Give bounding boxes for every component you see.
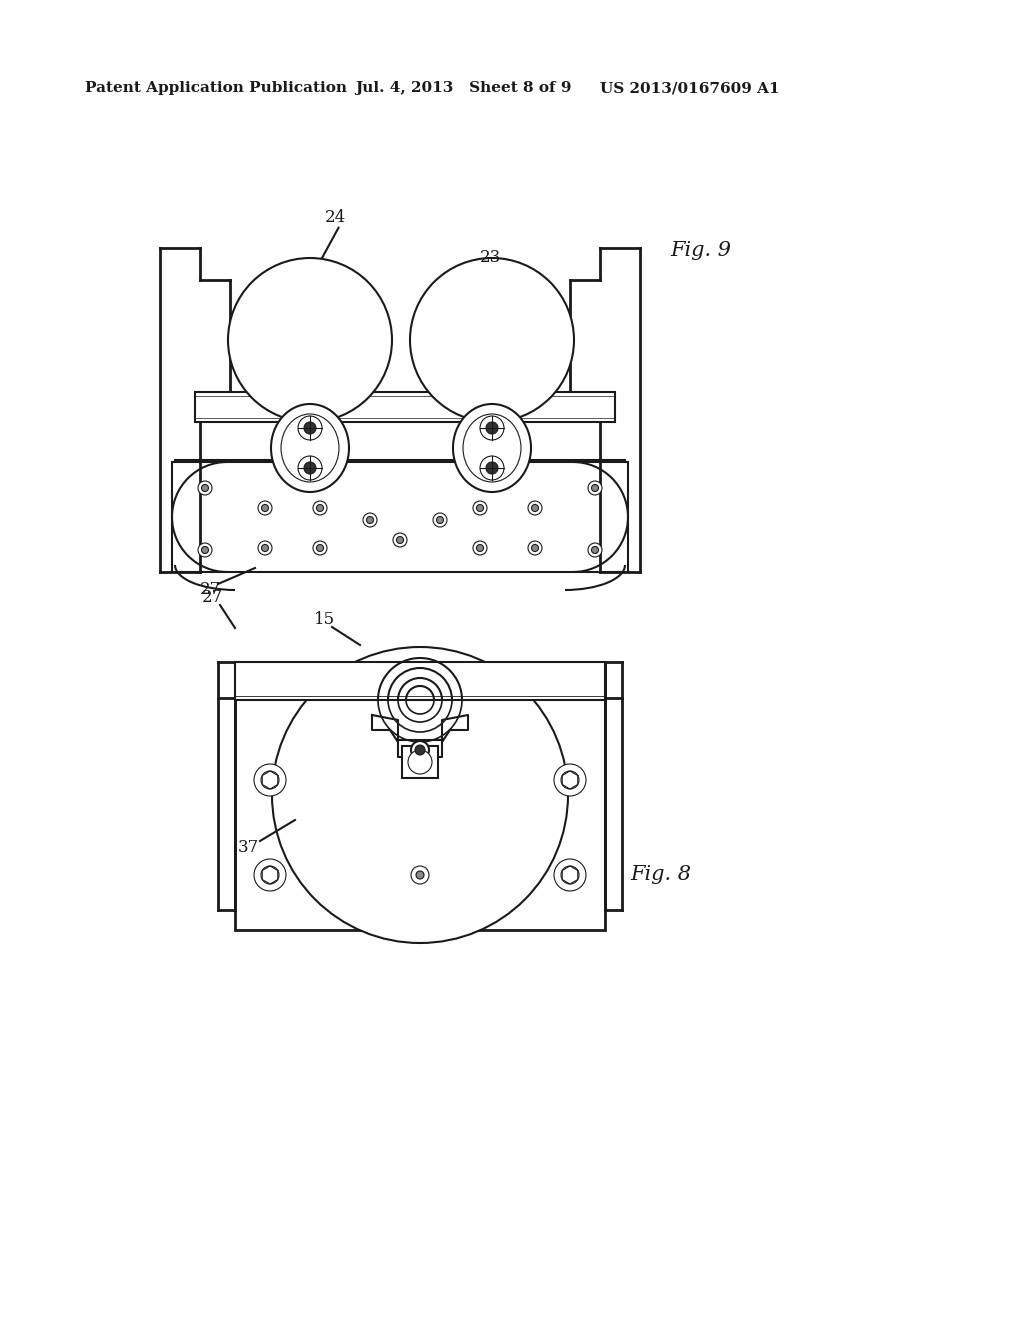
Text: 37: 37: [238, 840, 259, 857]
Text: Fig. 9: Fig. 9: [670, 240, 731, 260]
Ellipse shape: [271, 404, 349, 492]
Circle shape: [304, 462, 316, 474]
Circle shape: [554, 764, 586, 796]
Circle shape: [531, 504, 539, 511]
Circle shape: [261, 866, 279, 884]
Circle shape: [473, 502, 487, 515]
Circle shape: [396, 536, 403, 544]
Circle shape: [254, 859, 286, 891]
Circle shape: [304, 422, 316, 434]
Circle shape: [476, 504, 483, 511]
Circle shape: [410, 257, 574, 422]
Circle shape: [258, 502, 272, 515]
Circle shape: [561, 771, 579, 789]
Ellipse shape: [463, 414, 521, 482]
Circle shape: [436, 516, 443, 524]
Circle shape: [258, 541, 272, 554]
Circle shape: [486, 422, 498, 434]
Text: US 2013/0167609 A1: US 2013/0167609 A1: [600, 81, 779, 95]
Circle shape: [313, 541, 327, 554]
Text: 27: 27: [202, 590, 222, 606]
Circle shape: [298, 416, 322, 440]
Circle shape: [228, 257, 392, 422]
Circle shape: [202, 484, 209, 491]
Circle shape: [261, 771, 279, 789]
Text: 24: 24: [325, 210, 346, 227]
Circle shape: [313, 502, 327, 515]
Circle shape: [588, 543, 602, 557]
Circle shape: [198, 480, 212, 495]
Circle shape: [416, 871, 424, 879]
Text: Jul. 4, 2013   Sheet 8 of 9: Jul. 4, 2013 Sheet 8 of 9: [355, 81, 571, 95]
Circle shape: [362, 513, 377, 527]
Bar: [402, 746, 438, 777]
Circle shape: [473, 541, 487, 554]
Circle shape: [254, 764, 286, 796]
Ellipse shape: [453, 404, 531, 492]
Circle shape: [592, 546, 598, 553]
Text: 27: 27: [200, 582, 220, 598]
Bar: [175, 459, 625, 570]
Circle shape: [528, 502, 542, 515]
Circle shape: [316, 544, 324, 552]
Circle shape: [202, 546, 209, 553]
Circle shape: [592, 484, 598, 491]
Circle shape: [261, 504, 268, 511]
Circle shape: [588, 480, 602, 495]
Circle shape: [272, 647, 568, 942]
Circle shape: [408, 750, 432, 774]
Bar: [195, 392, 615, 422]
Circle shape: [480, 416, 504, 440]
Bar: [234, 663, 605, 700]
Circle shape: [316, 504, 324, 511]
Circle shape: [261, 544, 268, 552]
Circle shape: [415, 744, 425, 755]
Circle shape: [198, 543, 212, 557]
Circle shape: [433, 513, 447, 527]
Bar: [172, 462, 628, 572]
Circle shape: [298, 455, 322, 480]
Circle shape: [393, 533, 407, 546]
Text: Fig. 8: Fig. 8: [630, 866, 691, 884]
Ellipse shape: [281, 414, 339, 482]
Circle shape: [486, 462, 498, 474]
Circle shape: [480, 455, 504, 480]
Circle shape: [367, 516, 374, 524]
Circle shape: [411, 866, 429, 884]
Circle shape: [561, 866, 579, 884]
Text: 23: 23: [479, 249, 501, 267]
Circle shape: [528, 541, 542, 554]
Bar: [234, 663, 605, 931]
Circle shape: [411, 741, 429, 759]
Circle shape: [476, 544, 483, 552]
Circle shape: [531, 544, 539, 552]
Circle shape: [554, 859, 586, 891]
Text: Patent Application Publication: Patent Application Publication: [85, 81, 347, 95]
Text: 15: 15: [314, 611, 336, 628]
